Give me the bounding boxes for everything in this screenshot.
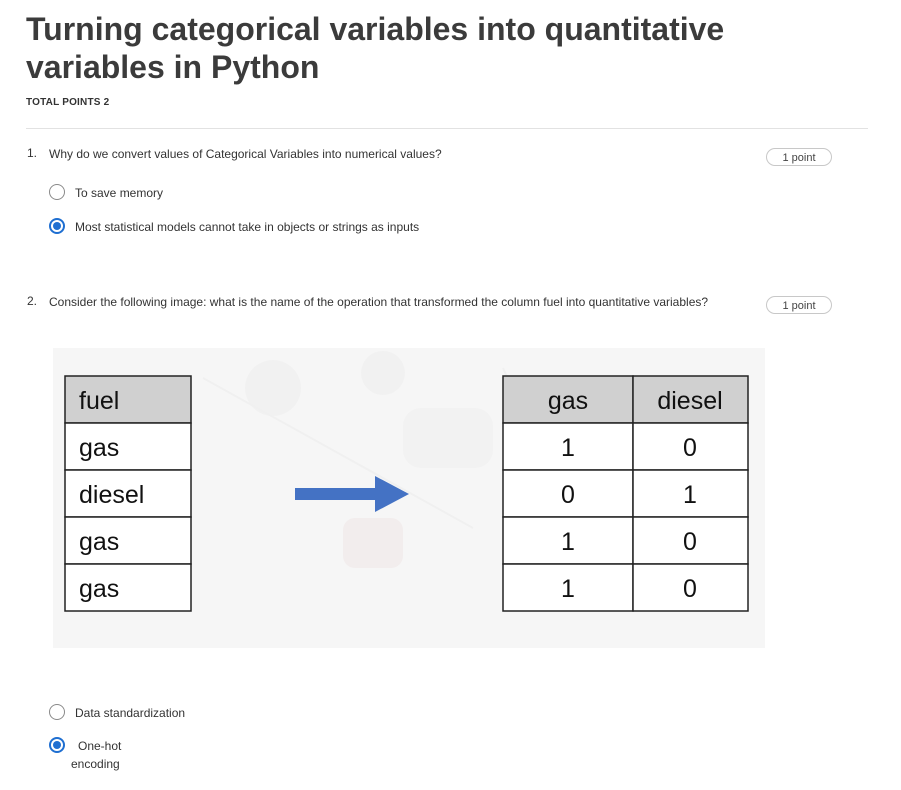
question-1-option-2[interactable]: Most statistical models cannot take in o…: [49, 218, 419, 236]
fuel-cell: [64, 516, 192, 565]
option-label: One-hot encoding: [71, 737, 122, 773]
one-hot-cell: [632, 469, 749, 518]
option-label-line-2: encoding: [71, 757, 120, 771]
question-2-option-2[interactable]: One-hot encoding: [49, 737, 121, 773]
radio-button[interactable]: [49, 704, 65, 720]
option-label: Data standardization: [75, 706, 186, 720]
radio-button-selected[interactable]: [49, 218, 65, 234]
question-1-number: 1.: [27, 146, 38, 160]
one-hot-value: 1: [683, 481, 697, 509]
one-hot-cell: [502, 469, 634, 518]
one-hot-cell: [632, 563, 749, 612]
fuel-value: gas: [79, 575, 119, 603]
one-hot-table: gas diesel 1 0 0 1 1 0 1 0: [502, 375, 749, 612]
one-hot-value: 0: [561, 481, 575, 509]
one-hot-diagram: fuel gas diesel gas gas gas diesel 1 0: [64, 351, 749, 612]
fuel-header: fuel: [79, 387, 119, 415]
divider: [26, 128, 868, 129]
fuel-value: gas: [79, 528, 119, 556]
question-2-image: fuel gas diesel gas gas gas diesel 1 0: [53, 348, 765, 648]
gas-header-cell: [502, 375, 634, 424]
option-label: Most statistical models cannot take in o…: [75, 220, 420, 234]
question-2-number: 2.: [27, 294, 38, 308]
fuel-value: diesel: [79, 481, 144, 509]
question-2-option-1[interactable]: Data standardization: [49, 704, 185, 722]
fuel-table: fuel gas diesel gas gas: [64, 375, 192, 612]
option-label: To save memory: [75, 186, 164, 200]
fuel-value: gas: [79, 434, 119, 462]
question-1-text: Why do we convert values of Categorical …: [49, 147, 442, 161]
one-hot-cell: [632, 516, 749, 565]
fuel-cell: [64, 422, 192, 471]
one-hot-value: 0: [683, 528, 697, 556]
fuel-cell: [64, 469, 192, 518]
arrow-right-icon: [295, 476, 409, 512]
diesel-header-cell: [632, 375, 749, 424]
question-2-points-badge: 1 point: [766, 296, 832, 314]
one-hot-value: 0: [683, 575, 697, 603]
gas-header: gas: [548, 387, 588, 415]
radio-button-selected[interactable]: [49, 737, 65, 753]
one-hot-value: 1: [561, 434, 575, 462]
option-label-line-1: One-hot: [78, 739, 122, 753]
question-1-points-badge: 1 point: [766, 148, 832, 166]
fuel-header-cell: [64, 375, 192, 424]
question-2-text: Consider the following image: what is th…: [49, 295, 709, 309]
diesel-header: diesel: [657, 387, 722, 415]
total-points: TOTAL POINTS 2: [26, 97, 110, 108]
question-1-option-1[interactable]: To save memory: [49, 184, 163, 202]
one-hot-value: 0: [683, 434, 697, 462]
fuel-cell: [64, 563, 192, 612]
quiz-title: Turning categorical variables into quant…: [26, 11, 725, 85]
radio-button[interactable]: [49, 184, 65, 200]
one-hot-cell: [502, 516, 634, 565]
one-hot-cell: [632, 422, 749, 471]
one-hot-value: 1: [561, 575, 575, 603]
one-hot-value: 1: [561, 528, 575, 556]
